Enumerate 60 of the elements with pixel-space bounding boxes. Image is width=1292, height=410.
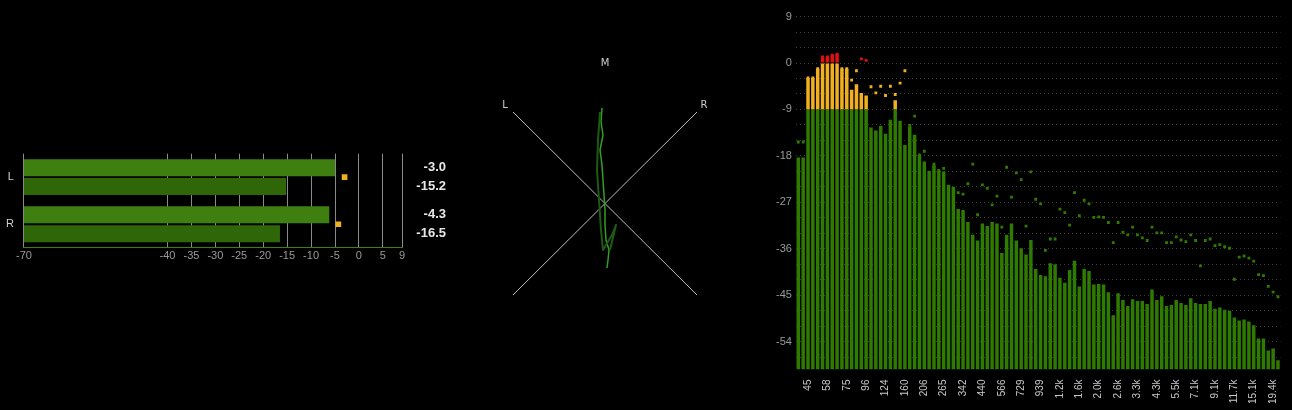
x-tick-label: -10 — [303, 249, 320, 262]
text: -16.5 — [416, 225, 446, 241]
bar — [23, 206, 330, 224]
x-tick-label: 160 — [898, 379, 910, 397]
bar — [820, 56, 825, 63]
y-tick-label: -45 — [775, 288, 792, 301]
x-tick-label: 5 — [379, 249, 386, 262]
y-tick-label: -36 — [775, 241, 792, 254]
x-tick-label: 3.3k — [1131, 378, 1143, 399]
x-tick-label: -35 — [183, 249, 200, 262]
bar — [864, 95, 868, 110]
x-tick-label: 342 — [956, 379, 968, 397]
x-tick-label: -15 — [279, 249, 296, 262]
y-tick-label: 0 — [785, 56, 792, 69]
x-tick-label: 15.1k — [1247, 378, 1259, 405]
x-tick-label: 58 — [821, 379, 833, 391]
y-tick-label: 9 — [785, 9, 792, 22]
x-tick-label: 9 — [398, 249, 406, 262]
x-tick-label: 19.4k — [1266, 378, 1278, 405]
x-tick-label: 1.2k — [1053, 378, 1065, 399]
x-tick-label: 9.1k — [1208, 378, 1220, 399]
x-tick-label: -30 — [207, 249, 224, 262]
data-label: -4.3 — [423, 206, 446, 222]
x-tick-label: 5.5k — [1169, 378, 1181, 399]
text: R — [700, 98, 708, 110]
x-tick-label: 75 — [840, 379, 852, 391]
x-tick-label: 729 — [1014, 379, 1026, 397]
y-tick-label: -27 — [775, 195, 792, 208]
x-tick-label: 566 — [995, 379, 1007, 397]
x-tick-label: -40 — [159, 249, 176, 262]
bar — [825, 56, 830, 63]
bar — [23, 178, 287, 196]
x-tick-label: 265 — [937, 379, 949, 397]
y-tick-label: -18 — [775, 148, 792, 161]
text: -15.2 — [416, 178, 446, 194]
bar — [893, 100, 897, 110]
x-tick-label: 2.6k — [1111, 378, 1123, 399]
text: L — [502, 98, 508, 110]
x-tick-label: 2.0k — [1092, 378, 1104, 399]
x-tick-label: -5 — [330, 249, 340, 262]
x-tick-label: 96 — [859, 379, 871, 391]
text: M — [600, 56, 610, 68]
data-label: -3.0 — [423, 159, 446, 175]
x-tick-label: 7.1k — [1189, 378, 1201, 399]
x-tick-label: 1.6k — [1073, 378, 1085, 399]
x-tick-label: -25 — [231, 249, 248, 262]
x-tick-label: 939 — [1034, 379, 1046, 397]
x-tick-label: -70 — [15, 249, 32, 262]
x-tick-label: 440 — [976, 379, 988, 397]
x-tick-label: 124 — [879, 379, 891, 397]
y-tick-label: -54 — [775, 334, 792, 347]
x-tick-label: 0 — [355, 249, 362, 262]
bar — [23, 159, 335, 177]
x-tick-label: 4.3k — [1150, 378, 1162, 399]
y-tick-label: -9 — [782, 102, 792, 115]
x-tick-label: 206 — [918, 379, 930, 397]
x-tick-label: 45 — [801, 379, 813, 391]
bar — [23, 225, 280, 243]
x-tick-label: 11.7k — [1228, 378, 1240, 404]
x-tick-label: -20 — [255, 249, 272, 262]
